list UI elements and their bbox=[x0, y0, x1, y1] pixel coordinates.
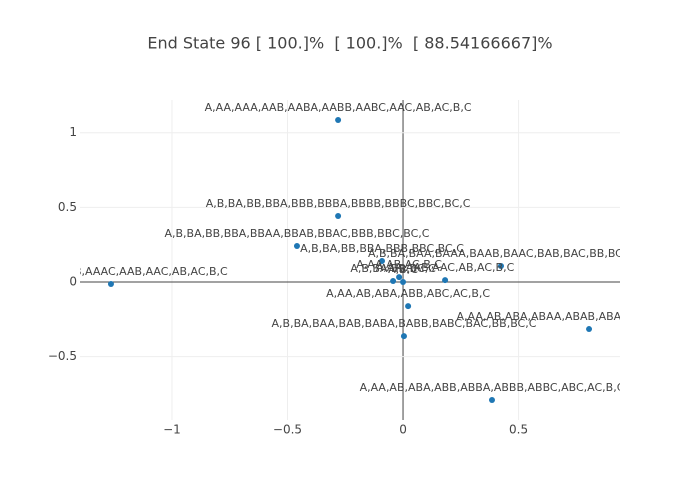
plot-area: A,AA,AAA,AAB,AABA,AABB,AABC,AAC,AB,AC,B,… bbox=[0, 101, 700, 403]
point-label: A,B,BA,BAA,BAAA,BAAB,BAAC,BAB,BAC,BB,BC,… bbox=[368, 247, 634, 260]
point-label: A,AA,AAB,AAC,AB,AC,B,C bbox=[376, 261, 515, 274]
point-label: A,B,BA,BB,BBA,BBB,BBC,BC,C bbox=[300, 242, 464, 255]
point bbox=[396, 274, 403, 281]
point bbox=[488, 396, 495, 403]
chart-title: End State 96 [ 100.]% [ 100.]% [ 88.5416… bbox=[147, 34, 552, 53]
x-tick-label: 0.5 bbox=[509, 423, 528, 437]
grid bbox=[80, 100, 620, 420]
point bbox=[107, 280, 114, 287]
point bbox=[379, 257, 386, 264]
point-label: A,B,BA,BB,BBA,BBB,BBBA,BBBB,BBBC,BBC,BC,… bbox=[206, 197, 471, 210]
point-label: A,B,C bbox=[388, 263, 418, 276]
point-label: A,B,BA,BB,BBA,BBAA,BBAB,BBAC,BBB,BBC,BC,… bbox=[164, 227, 429, 240]
x-tick-label: −1 bbox=[163, 423, 181, 437]
y-tick-label: 1 bbox=[69, 125, 77, 139]
point bbox=[400, 279, 407, 286]
point-label: A,AA,AB,ABA,ABB,ABBA,ABBB,ABBC,ABC,AC,B,… bbox=[360, 381, 625, 394]
point bbox=[335, 213, 342, 220]
point bbox=[390, 277, 397, 284]
point bbox=[293, 243, 300, 250]
point bbox=[498, 263, 505, 270]
point-label: A,B,BA,BAA,BAB,BABA,BABB,BABC,BAC,BB,BC,… bbox=[272, 317, 537, 330]
ticks: −1 −0.5 0 0.5 −0.5 0 0.5 1 bbox=[48, 125, 528, 436]
point-label: A,AA,AAA,AAAB,AAAC,AAB,AAC,AB,AC,B,C bbox=[0, 265, 228, 278]
point bbox=[405, 303, 412, 310]
point bbox=[335, 117, 342, 124]
y-tick-label: 0 bbox=[69, 275, 77, 289]
point bbox=[400, 333, 407, 340]
point bbox=[442, 277, 449, 284]
point-label: A,AA,AAA,AAB,AABA,AABB,AABC,AAC,AB,AC,B,… bbox=[205, 101, 472, 114]
x-tick-label: −0.5 bbox=[273, 423, 302, 437]
point bbox=[586, 326, 593, 333]
point-label: A,AA,AB,AC,B,C bbox=[356, 258, 442, 271]
point-label: A,AA,AB,ABA,ABB,ABC,AC,B,C bbox=[326, 287, 490, 300]
x-tick-label: 0 bbox=[399, 423, 407, 437]
point-label: A,B,BA,BB,BC,C bbox=[350, 262, 436, 275]
point-label: A,AA,AB,ABA,ABAA,ABAB,ABAC,ABB,ABC,AC,B,… bbox=[456, 310, 700, 323]
y-tick-label: 0.5 bbox=[58, 200, 77, 214]
y-tick-label: −0.5 bbox=[48, 349, 77, 363]
